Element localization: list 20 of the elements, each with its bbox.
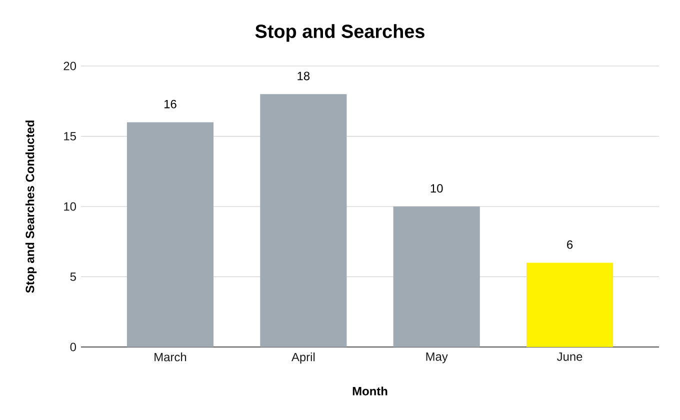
y-tick-label: 5	[70, 272, 76, 281]
y-tick-label: 15	[64, 132, 76, 140]
y-tick-label: 10	[64, 202, 76, 211]
y-tick-label: 20	[64, 62, 76, 70]
chart-title: Stop and Searches	[255, 24, 424, 42]
y-axis-title: Stop and Searches Conducted	[25, 120, 37, 293]
x-tick-label: March	[154, 352, 186, 362]
bar	[260, 94, 347, 347]
x-tick-label: June	[557, 352, 582, 361]
y-tick-label: 0	[70, 342, 76, 352]
data-label: 18	[298, 72, 310, 80]
bar	[393, 206, 480, 347]
x-tick-label: May	[426, 352, 448, 364]
x-tick-label: April	[291, 352, 315, 364]
x-axis-title: Month	[352, 386, 388, 396]
bar	[126, 122, 214, 347]
bar	[526, 262, 614, 347]
data-label: 10	[430, 184, 443, 193]
data-label: 16	[164, 100, 176, 108]
data-label: 6	[567, 240, 573, 249]
